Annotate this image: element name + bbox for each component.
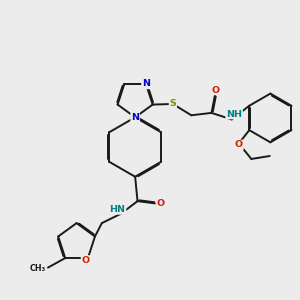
Text: O: O [82,256,90,265]
Text: O: O [211,85,219,94]
Text: N: N [131,113,139,122]
Text: O: O [156,199,164,208]
Text: S: S [169,100,176,109]
Text: N: N [142,80,150,88]
Text: HN: HN [110,205,126,214]
Text: O: O [235,140,243,149]
Text: CH₃: CH₃ [29,264,46,273]
Text: NH: NH [226,110,242,118]
